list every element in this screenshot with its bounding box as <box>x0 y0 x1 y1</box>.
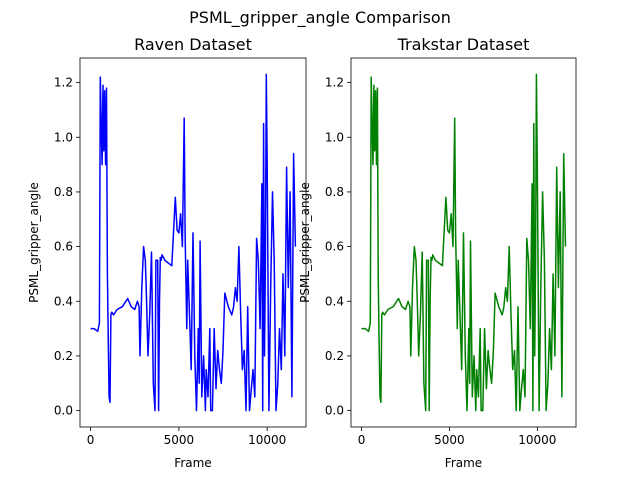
y-tick-label-1-5: 1.0 <box>325 130 344 144</box>
x-axis-label-1: Frame <box>445 456 482 470</box>
x-axis-label-0: Frame <box>174 456 211 470</box>
y-tick-label-0-5: 1.0 <box>54 130 73 144</box>
x-tick-label-0-1: 5000 <box>164 433 195 447</box>
chart-title-1: Trakstar Dataset <box>397 35 530 54</box>
x-tick-label-1-0: 0 <box>358 433 366 447</box>
chart-title-0: Raven Dataset <box>134 35 252 54</box>
y-tick-label-0-4: 0.8 <box>54 185 73 199</box>
y-tick-label-1-4: 0.8 <box>325 185 344 199</box>
x-tick-label-1-2: 10000 <box>518 433 556 447</box>
x-tick-label-1-1: 5000 <box>434 433 465 447</box>
axes-frame-1 <box>350 57 577 428</box>
figure-suptitle: PSML_gripper_angle Comparison <box>189 8 451 27</box>
y-tick-label-0-6: 1.2 <box>54 76 73 90</box>
y-tick-label-1-3: 0.6 <box>325 240 344 254</box>
series-line-0-0 <box>90 73 297 412</box>
y-tick-label-1-0: 0.0 <box>325 404 344 418</box>
x-tick-label-0-2: 10000 <box>248 433 286 447</box>
y-tick-label-0-3: 0.6 <box>54 240 73 254</box>
y-tick-label-1-2: 0.4 <box>325 294 344 308</box>
y-tick-label-0-1: 0.2 <box>54 349 73 363</box>
y-axis-label-0: PSML_gripper_angle <box>27 182 41 303</box>
y-tick-label-0-2: 0.4 <box>54 294 73 308</box>
series-line-1-0 <box>361 73 567 412</box>
axes-frame-0 <box>79 57 307 428</box>
y-tick-label-0-0: 0.0 <box>54 404 73 418</box>
y-tick-label-1-1: 0.2 <box>325 349 344 363</box>
x-tick-label-0-0: 0 <box>87 433 95 447</box>
y-axis-label-1: PSML_gripper_angle <box>298 182 312 303</box>
y-tick-label-1-6: 1.2 <box>325 76 344 90</box>
